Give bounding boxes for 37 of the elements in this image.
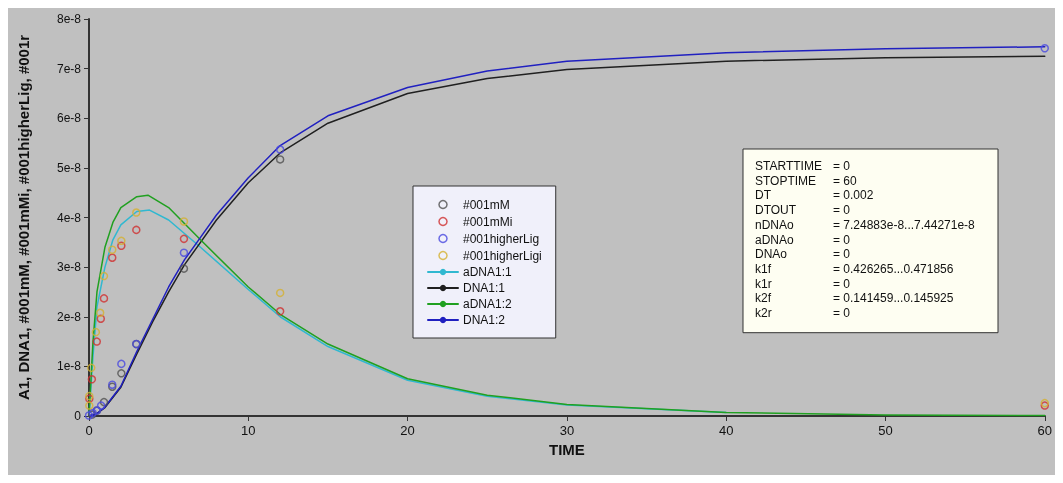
y-tick-label: 1e-8 xyxy=(56,359,82,374)
x-axis-title: TIME xyxy=(548,440,585,458)
legend-label: #001mM xyxy=(463,197,510,212)
y-tick-label: 6e-8 xyxy=(56,111,82,126)
x-tick-label: 60 xyxy=(1037,423,1052,438)
text: STOPTIME = 60 xyxy=(755,173,857,188)
text: DNAo = 0 xyxy=(755,247,851,262)
x-tick-label: 0 xyxy=(85,423,93,438)
legend-label: #001mMi xyxy=(463,214,513,229)
legend-label: aDNA1:2 xyxy=(463,297,513,311)
y-tick-label: 5e-8 xyxy=(56,160,82,175)
legend-label: aDNA1:1 xyxy=(463,265,513,279)
legend-label: #001higherLigi xyxy=(463,248,542,263)
y-tick-label: 8e-8 xyxy=(56,12,82,26)
text: k2f = 0.141459...0.145925 xyxy=(755,291,954,306)
x-tick-label: 20 xyxy=(400,423,415,438)
y-tick-label: 3e-8 xyxy=(56,260,82,275)
annotation: STARTTIME = 0 xyxy=(755,159,851,173)
text: DT = 0.002 xyxy=(755,188,874,203)
legend-label: DNA1:1 xyxy=(463,281,506,295)
x-tick-label: 50 xyxy=(878,423,893,438)
legend-label: #001higherLig xyxy=(463,231,540,246)
x-tick-label: 10 xyxy=(241,423,256,438)
y-tick-label: 7e-8 xyxy=(56,61,82,76)
text: nDNAo = 7.24883e-8...7.44271e-8 xyxy=(755,217,975,232)
text: k1f = 0.426265...0.471856 xyxy=(755,261,954,276)
text: DTOUT = 0 xyxy=(755,203,851,218)
y-tick-label: 2e-8 xyxy=(56,309,82,324)
text: k1r = 0 xyxy=(755,276,851,291)
text: k2r = 0 xyxy=(755,306,851,320)
x-tick-label: 40 xyxy=(718,423,734,438)
x-tick-label: 30 xyxy=(559,423,575,438)
y-tick-label: 4e-8 xyxy=(56,210,82,225)
text: aDNAo = 0 xyxy=(755,232,851,247)
y-axis-title: A1, DNA1, #001mM, #001mMi, #001higherLig, #001r xyxy=(15,34,32,401)
legend-label: DNA1:2 xyxy=(463,313,506,327)
y-tick-label: 0 xyxy=(74,409,82,423)
